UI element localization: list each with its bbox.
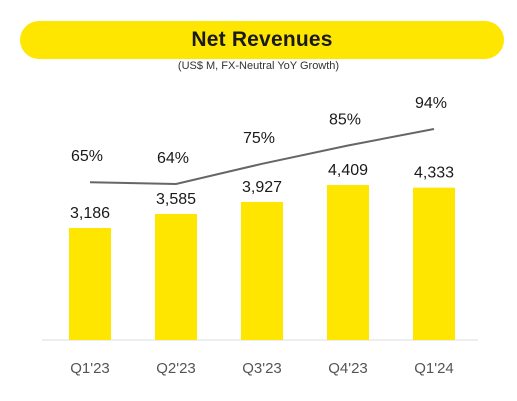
bar-value-label-2: 3,585 (156, 191, 196, 208)
growth-label-3: 75% (243, 130, 275, 147)
growth-label-4: 85% (329, 112, 361, 129)
bar-3 (241, 201, 283, 340)
growth-label-2: 64% (157, 150, 189, 167)
growth-label-1: 65% (71, 148, 103, 165)
x-tick-label-2: Q2'23 (156, 360, 196, 377)
labels-group: 3,186 Q1'23 65% 3,585 Q2'23 64% 3,927 Q3'23 75% 4… (70, 95, 454, 377)
growth-label-5: 94% (415, 95, 447, 112)
x-tick-label-3: Q3'23 (242, 360, 282, 377)
bars-group (69, 185, 455, 340)
x-tick-label-5: Q1'24 (414, 360, 454, 377)
bar-value-label-5: 4,333 (414, 165, 454, 182)
bar-5 (413, 187, 455, 340)
bar-4 (327, 185, 369, 340)
bar-value-label-4: 4,409 (328, 162, 368, 179)
bar-value-label-3: 3,927 (242, 179, 282, 196)
x-tick-label-1: Q1'23 (70, 360, 110, 377)
bar-1 (69, 227, 111, 340)
growth-line (89, 128, 435, 186)
title-banner: Net Revenues (20, 21, 504, 59)
bar-2 (155, 213, 197, 340)
chart-subtitle: (US$ M, FX-Neutral YoY Growth) (177, 60, 340, 72)
bar-value-label-1: 3,186 (70, 205, 110, 222)
chart-title: Net Revenues (191, 28, 333, 51)
x-tick-label-4: Q4'23 (328, 360, 368, 377)
